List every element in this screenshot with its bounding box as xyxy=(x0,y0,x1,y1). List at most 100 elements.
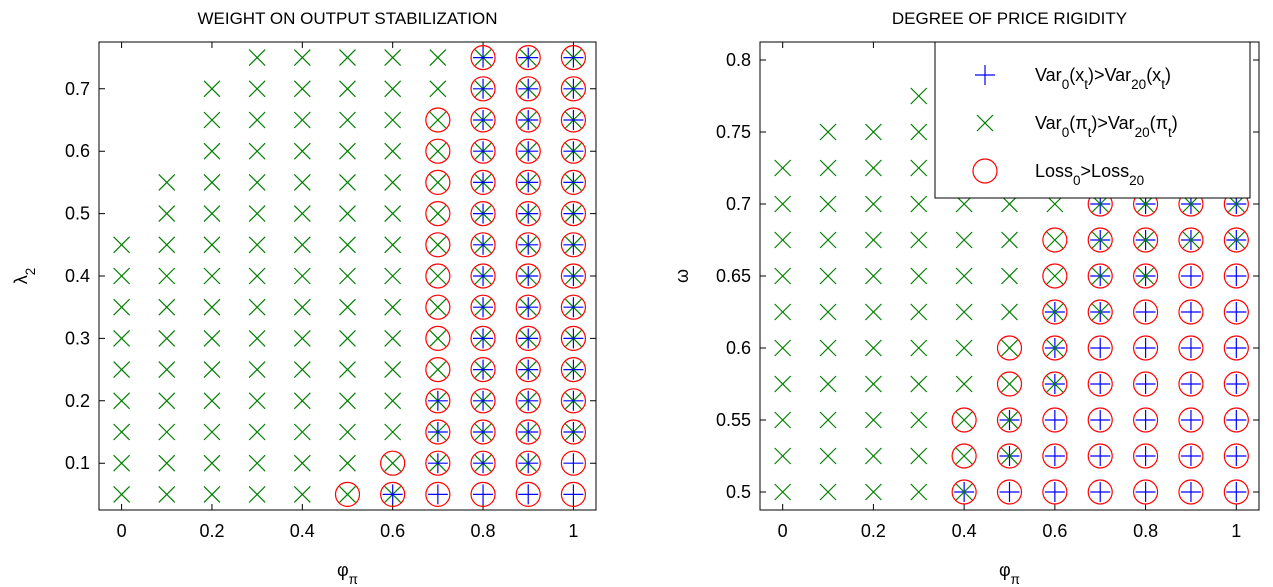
marker-cross xyxy=(910,411,928,429)
marker-cross xyxy=(819,123,837,141)
marker-plus xyxy=(473,266,494,286)
marker-cross xyxy=(1227,195,1245,213)
marker-plus xyxy=(1180,374,1201,394)
marker-cross xyxy=(339,392,356,410)
marker-circle xyxy=(1087,443,1113,469)
marker-plus xyxy=(1044,410,1065,430)
marker-plus xyxy=(518,422,539,442)
marker-circle xyxy=(951,407,977,433)
marker-circle xyxy=(951,443,977,469)
marker-cross xyxy=(910,303,928,321)
marker-circle xyxy=(560,169,587,195)
marker-cross xyxy=(248,236,266,254)
marker-cross xyxy=(158,267,176,285)
marker-cross xyxy=(1091,231,1109,249)
marker-plus xyxy=(1044,446,1065,466)
marker-cross xyxy=(339,329,356,347)
marker-plus xyxy=(563,297,584,318)
marker-cross xyxy=(339,142,356,160)
marker-plus xyxy=(1226,374,1247,394)
marker-circle xyxy=(1178,407,1204,433)
marker-cross xyxy=(384,173,402,191)
marker-plus xyxy=(1180,446,1201,466)
marker-plus xyxy=(1135,374,1156,394)
marker-circle xyxy=(470,169,496,195)
marker-cross xyxy=(293,142,311,160)
marker-plus xyxy=(473,203,494,224)
marker-circle xyxy=(1087,371,1113,397)
marker-plus xyxy=(1090,338,1111,358)
marker-cross xyxy=(1091,195,1109,213)
marker-circle xyxy=(1132,227,1159,253)
chart-title: DEGREE OF PRICE RIGIDITY xyxy=(892,9,1127,28)
x-tick-label: 0.4 xyxy=(290,521,315,541)
marker-plus xyxy=(1180,338,1201,358)
marker-circle xyxy=(1178,479,1204,505)
marker-cross xyxy=(248,454,266,472)
marker-cross xyxy=(113,236,131,254)
marker-cross xyxy=(203,485,221,503)
y-tick-label: 0.5 xyxy=(726,482,751,502)
y-tick-label: 0.3 xyxy=(65,328,90,348)
marker-circle xyxy=(1087,299,1113,325)
marker-circle xyxy=(560,76,587,102)
marker-cross xyxy=(910,375,928,393)
marker-cross xyxy=(293,173,311,191)
marker-circle xyxy=(425,107,451,133)
marker-circle xyxy=(996,407,1023,433)
marker-cross xyxy=(113,298,131,316)
marker-cross xyxy=(1137,231,1155,249)
marker-circle xyxy=(560,232,587,258)
x-axis-label: φπ xyxy=(999,560,1020,587)
marker-cross xyxy=(429,142,447,160)
marker-cross xyxy=(1001,267,1018,285)
marker-plus xyxy=(518,484,539,505)
marker-cross xyxy=(384,392,402,410)
marker-plus xyxy=(1135,302,1156,322)
marker-circle xyxy=(1132,479,1159,505)
marker-plus xyxy=(1090,374,1111,394)
marker-circle xyxy=(1223,443,1249,469)
marker-circle xyxy=(560,294,587,320)
marker-circle xyxy=(1223,479,1249,505)
marker-circle xyxy=(470,388,496,414)
marker-plus xyxy=(518,328,539,349)
marker-cross xyxy=(819,303,837,321)
marker-cross xyxy=(339,236,356,254)
marker-cross xyxy=(774,447,792,465)
marker-cross xyxy=(384,49,402,67)
marker-cross xyxy=(248,361,266,379)
marker-circle xyxy=(560,419,587,445)
marker-plus xyxy=(1226,338,1247,358)
marker-cross xyxy=(113,485,131,503)
marker-cross xyxy=(1046,375,1064,393)
chart-title: WEIGHT ON OUTPUT STABILIZATION xyxy=(197,9,497,28)
marker-cross xyxy=(203,423,221,441)
marker-circle xyxy=(560,107,587,133)
marker-circle xyxy=(1223,407,1249,433)
marker-circle xyxy=(1132,299,1159,325)
y-tick-label: 0.5 xyxy=(65,204,90,224)
marker-cross xyxy=(1046,339,1064,357)
x-tick-label: 0.4 xyxy=(952,521,977,541)
marker-plus xyxy=(563,47,584,68)
marker-circle xyxy=(1178,371,1204,397)
marker-circle xyxy=(1087,263,1113,289)
marker-plus xyxy=(518,203,539,224)
marker-cross xyxy=(339,485,356,503)
marker-plus xyxy=(427,484,448,505)
marker-plus xyxy=(999,482,1020,502)
marker-plus xyxy=(518,390,539,411)
marker-cross xyxy=(339,423,356,441)
marker-cross xyxy=(248,49,266,67)
marker-plus xyxy=(563,422,584,442)
marker-cross xyxy=(339,361,356,379)
marker-cross xyxy=(158,329,176,347)
marker-cross xyxy=(910,123,928,141)
marker-cross xyxy=(203,236,221,254)
marker-cross xyxy=(293,236,311,254)
marker-circle xyxy=(515,76,541,102)
marker-cross xyxy=(955,195,973,213)
y-axis-label: λ2 xyxy=(11,268,38,285)
marker-circle xyxy=(515,44,541,71)
